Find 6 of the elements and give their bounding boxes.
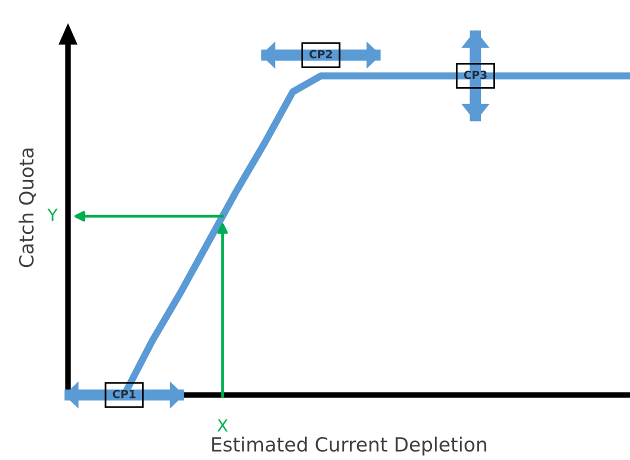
text: X [217, 419, 228, 432]
annotation: CP2 [309, 50, 332, 58]
text: Y [47, 208, 58, 221]
annotation: CP3 [464, 70, 487, 80]
x-axis-title: Estimated Current Depletion [212, 436, 486, 456]
y-axis-title: Catch Quota [18, 148, 36, 268]
